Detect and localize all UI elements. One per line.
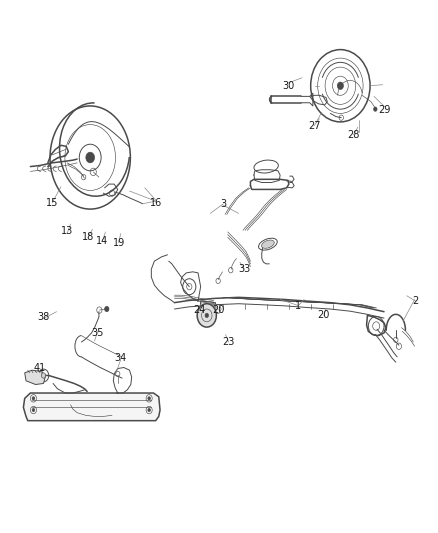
Text: 1: 1 (294, 301, 300, 311)
Text: 33: 33 (238, 264, 251, 274)
Circle shape (32, 397, 35, 400)
Text: 2: 2 (412, 296, 419, 306)
Circle shape (337, 82, 343, 90)
Polygon shape (199, 301, 215, 322)
Text: 20: 20 (212, 305, 224, 315)
Circle shape (197, 304, 216, 327)
Circle shape (148, 408, 150, 411)
Text: 30: 30 (282, 81, 294, 91)
Text: 16: 16 (149, 198, 162, 208)
Circle shape (41, 373, 46, 378)
Text: 15: 15 (46, 198, 58, 208)
Text: 38: 38 (37, 312, 49, 322)
Circle shape (205, 313, 208, 318)
Text: 19: 19 (113, 238, 125, 247)
Text: 35: 35 (92, 328, 104, 338)
Polygon shape (25, 370, 45, 384)
Circle shape (32, 408, 35, 411)
Text: 24: 24 (193, 305, 205, 315)
Text: 14: 14 (96, 236, 109, 246)
Text: 3: 3 (220, 199, 226, 209)
Polygon shape (23, 393, 160, 421)
Text: 41: 41 (34, 362, 46, 373)
Text: 29: 29 (379, 104, 391, 115)
Ellipse shape (261, 240, 274, 248)
Circle shape (374, 107, 377, 111)
Circle shape (105, 306, 109, 312)
Circle shape (86, 152, 95, 163)
Text: 20: 20 (318, 310, 330, 320)
Text: 27: 27 (308, 120, 321, 131)
Text: 34: 34 (115, 353, 127, 363)
Text: 23: 23 (223, 337, 235, 347)
Text: 13: 13 (61, 226, 73, 236)
Text: 28: 28 (347, 130, 360, 140)
Text: 18: 18 (82, 232, 94, 243)
Circle shape (148, 397, 150, 400)
